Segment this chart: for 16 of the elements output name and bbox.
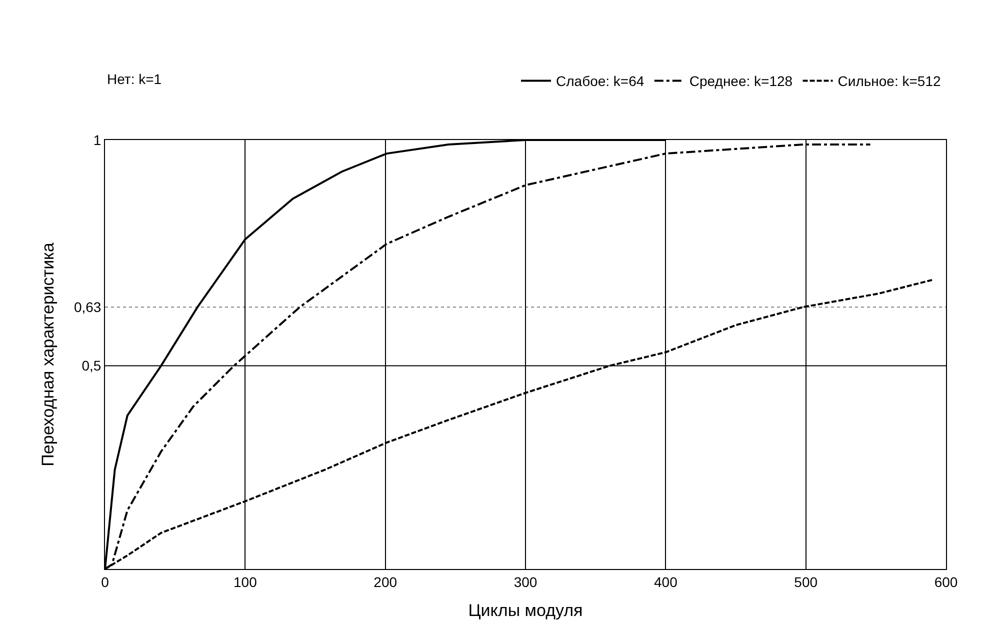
x-axis-title: Циклы модуля (468, 601, 583, 620)
x-tick-label: 600 (934, 574, 958, 590)
legend-label: Среднее: k=128 (689, 73, 793, 90)
y-tick-label: 1 (93, 132, 102, 148)
y-axis-title: Переходная характеристика (38, 242, 58, 466)
x-tick-label: 400 (654, 574, 678, 590)
legend-label: Сильное: k=512 (838, 73, 941, 90)
legend-label: Слабое: k=64 (556, 73, 644, 90)
text: Нет: k=1 (107, 71, 162, 87)
y-tick-label: 0,5 (82, 358, 102, 374)
x-tick-label: 300 (514, 574, 538, 590)
x-tick-label: 500 (794, 574, 818, 590)
x-tick-label: 0 (101, 574, 110, 590)
x-tick-label: 100 (233, 574, 258, 590)
x-tick-label: 200 (374, 574, 398, 590)
y-tick-label: 0,63 (74, 298, 102, 315)
